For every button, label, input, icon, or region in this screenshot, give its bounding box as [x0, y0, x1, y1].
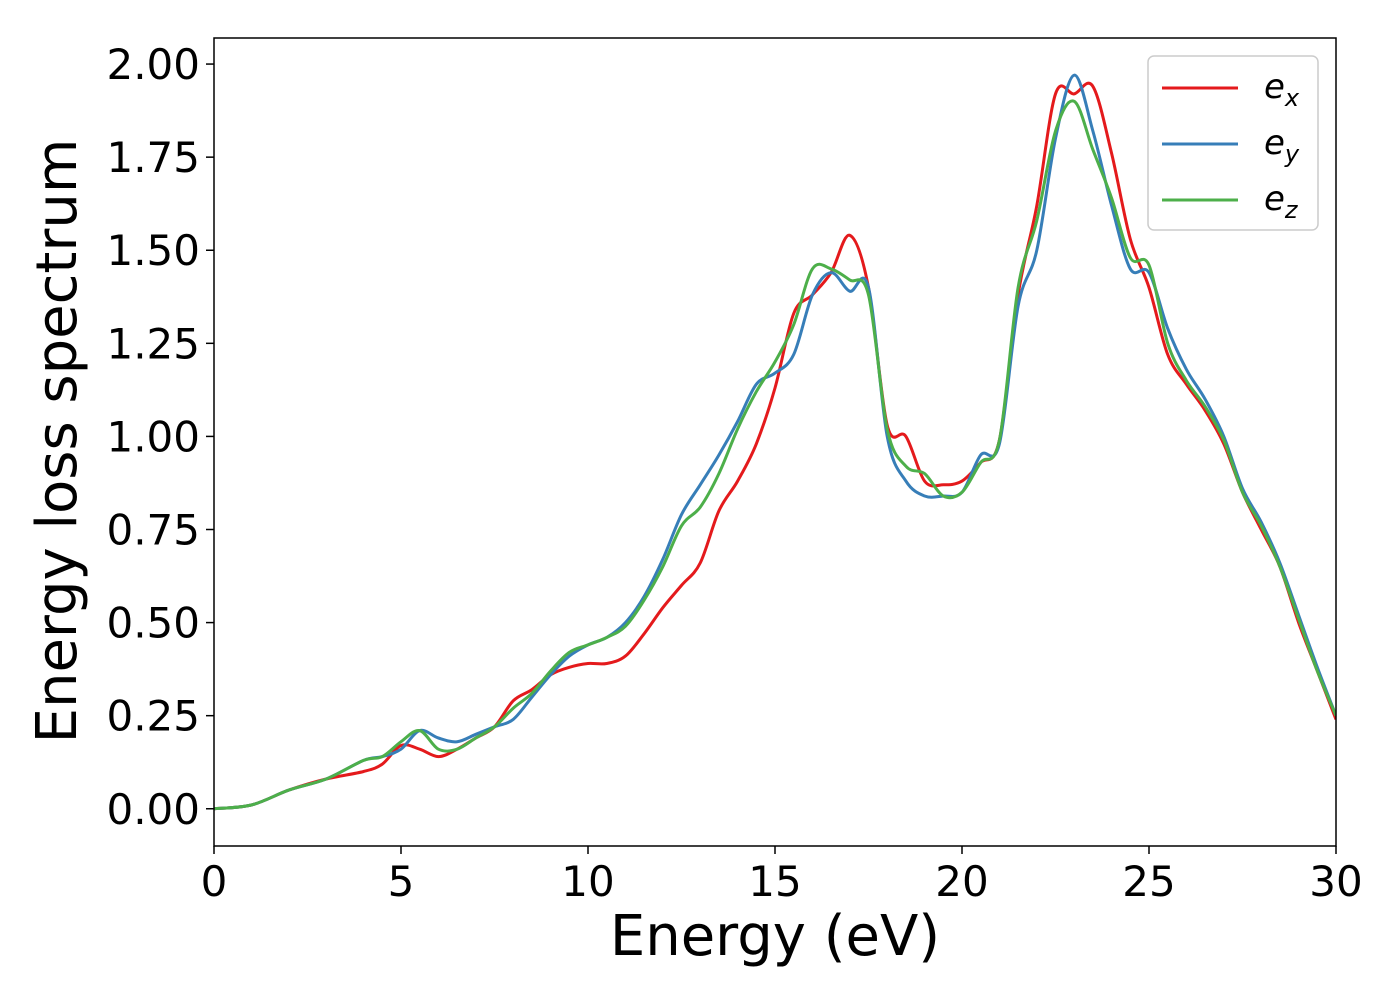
series-lines	[214, 73, 1336, 811]
y-axis-label: Energy loss spectrum	[25, 139, 90, 744]
x-tick-label: 5	[388, 857, 415, 906]
y-tick-label: 1.75	[106, 133, 200, 182]
x-axis: 0 5 10 15 20 25 30	[201, 846, 1363, 906]
legend-label-ex: ex	[1264, 67, 1300, 112]
y-tick-label: 2.00	[106, 40, 200, 89]
legend-label-subscript: x	[1284, 84, 1300, 112]
y-tick-label: 1.25	[106, 319, 200, 368]
x-tick-label: 25	[1122, 857, 1175, 906]
y-axis: 0.00 0.25 0.50 0.75 1.00 1.25 1.50 1.75 2.00	[106, 40, 214, 834]
x-axis-label: Energy (eV)	[610, 904, 940, 969]
legend-label-ey: ey	[1264, 123, 1300, 168]
x-tick-label: 10	[561, 857, 614, 906]
x-tick-label: 15	[748, 857, 801, 906]
legend-label-base: e	[1264, 67, 1285, 107]
legend-label-subscript: z	[1284, 196, 1299, 224]
x-tick-label: 0	[201, 857, 228, 906]
legend-label-base: e	[1264, 123, 1285, 163]
y-tick-label: 1.50	[106, 226, 200, 275]
legend-label-base: e	[1264, 179, 1285, 219]
x-tick-label: 20	[935, 857, 988, 906]
y-tick-label: 1.00	[106, 412, 200, 461]
series-line-ez	[214, 99, 1336, 811]
x-tick-label: 30	[1309, 857, 1362, 906]
y-tick-label: 0.50	[106, 599, 200, 648]
legend-label-subscript: y	[1284, 140, 1300, 168]
y-tick-label: 0.75	[106, 506, 200, 555]
legend-label-ez: ez	[1264, 179, 1299, 224]
y-tick-label: 0.00	[106, 785, 200, 834]
y-tick-label: 0.25	[106, 692, 200, 741]
